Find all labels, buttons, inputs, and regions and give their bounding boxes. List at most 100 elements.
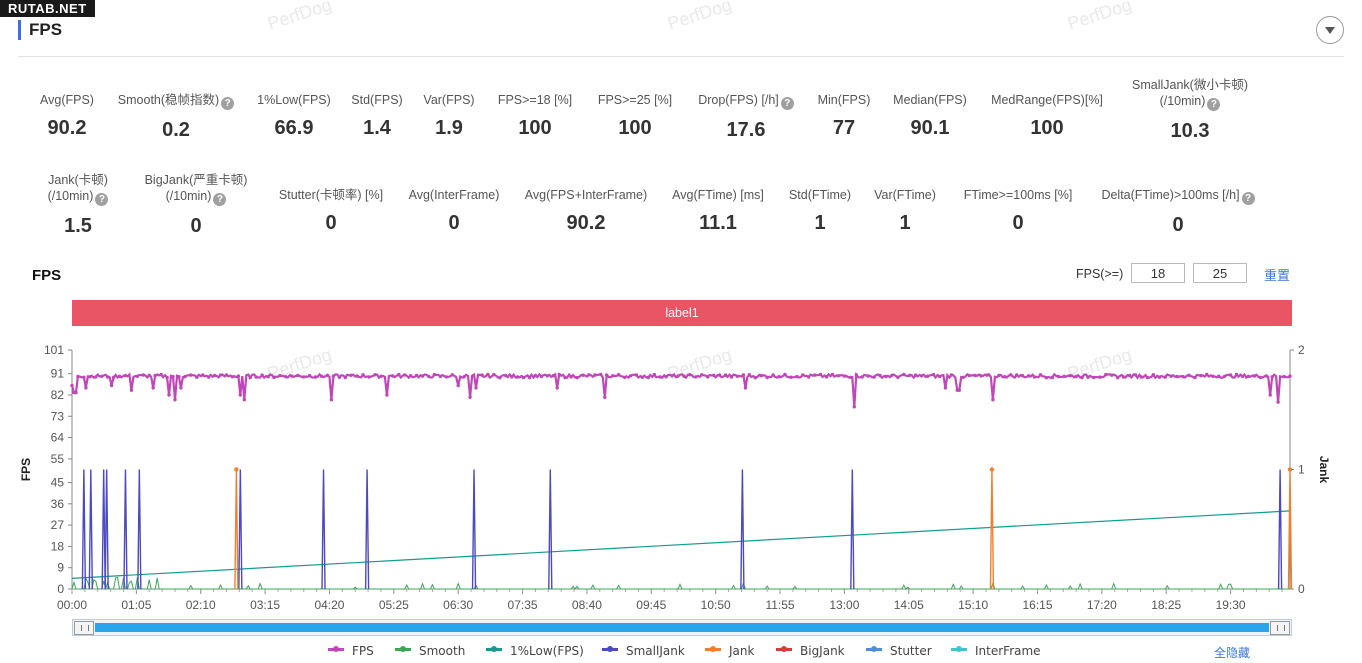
fps-point[interactable] bbox=[1032, 375, 1037, 379]
fps-point[interactable] bbox=[931, 372, 936, 377]
fps-point[interactable] bbox=[735, 374, 740, 378]
reset-button[interactable]: 重置 bbox=[1264, 269, 1291, 284]
fps-point[interactable] bbox=[167, 393, 171, 397]
fps-point[interactable] bbox=[111, 375, 116, 380]
fps-point[interactable] bbox=[1222, 374, 1227, 378]
fps-point[interactable] bbox=[1092, 375, 1096, 380]
fps-point[interactable] bbox=[842, 374, 847, 378]
fps-point[interactable] bbox=[1205, 372, 1209, 377]
fps-point[interactable] bbox=[925, 374, 930, 378]
fps-point[interactable] bbox=[173, 398, 177, 402]
fps-point[interactable] bbox=[599, 372, 603, 377]
fps-point[interactable] bbox=[456, 383, 460, 388]
fps-point[interactable] bbox=[852, 405, 856, 409]
fps-point[interactable] bbox=[319, 374, 324, 378]
fps-point[interactable] bbox=[670, 374, 674, 378]
fps-point[interactable] bbox=[177, 375, 181, 379]
fps-point[interactable] bbox=[266, 375, 270, 379]
fps-point[interactable] bbox=[141, 373, 145, 377]
fps-point[interactable] bbox=[94, 375, 98, 379]
jank-point[interactable] bbox=[234, 467, 239, 472]
fps-point[interactable] bbox=[510, 375, 514, 379]
fps-point[interactable] bbox=[349, 373, 353, 377]
fps-point[interactable] bbox=[908, 373, 912, 377]
fps-point[interactable] bbox=[88, 375, 92, 379]
fps-point[interactable] bbox=[230, 375, 235, 379]
fps-point[interactable] bbox=[1252, 374, 1257, 378]
fps-point[interactable] bbox=[872, 375, 876, 379]
fps-point[interactable] bbox=[290, 374, 294, 378]
fps-point[interactable] bbox=[308, 373, 312, 378]
fps-point[interactable] bbox=[367, 375, 371, 379]
fps-point[interactable] bbox=[1145, 375, 1150, 380]
fps-point[interactable] bbox=[1199, 373, 1203, 378]
fps-point[interactable] bbox=[1026, 374, 1031, 378]
legend-item[interactable]: Jank bbox=[705, 644, 754, 658]
fps-point[interactable] bbox=[1116, 375, 1120, 380]
fps-point[interactable] bbox=[664, 375, 668, 379]
fps-point[interactable] bbox=[159, 372, 163, 377]
fps-point[interactable] bbox=[1181, 375, 1185, 379]
fps-point[interactable] bbox=[1187, 373, 1191, 377]
fps-point[interactable] bbox=[486, 372, 490, 377]
help-icon[interactable]: ? bbox=[213, 193, 227, 206]
jank-point[interactable] bbox=[989, 467, 995, 472]
smalljank-spike[interactable] bbox=[548, 469, 553, 590]
fps-point[interactable] bbox=[527, 375, 532, 380]
fps-point[interactable] bbox=[361, 373, 365, 377]
fps-point[interactable] bbox=[1175, 374, 1179, 379]
fps-point[interactable] bbox=[1276, 400, 1280, 404]
fps-point[interactable] bbox=[557, 372, 561, 377]
fps-point[interactable] bbox=[694, 375, 698, 379]
fps-point[interactable] bbox=[640, 375, 645, 379]
fps-point[interactable] bbox=[575, 375, 579, 380]
help-icon[interactable]: ? bbox=[221, 97, 235, 110]
fps-point[interactable] bbox=[783, 372, 787, 377]
fps-point[interactable] bbox=[76, 374, 80, 379]
fps-point[interactable] bbox=[622, 375, 627, 380]
fps-point[interactable] bbox=[515, 375, 520, 379]
fps-point[interactable] bbox=[771, 373, 775, 377]
fps-point[interactable] bbox=[1246, 374, 1251, 378]
smalljank-spike[interactable] bbox=[850, 469, 855, 590]
fps-point[interactable] bbox=[605, 373, 609, 377]
fps-point[interactable] bbox=[444, 375, 448, 379]
fps-point[interactable] bbox=[492, 372, 496, 377]
smalljank-spike[interactable] bbox=[740, 469, 745, 590]
fps-point[interactable] bbox=[741, 373, 746, 377]
fps-point[interactable] bbox=[634, 373, 639, 377]
fps-point[interactable] bbox=[616, 373, 621, 377]
fps-point[interactable] bbox=[795, 374, 799, 379]
fps-point[interactable] bbox=[563, 375, 567, 380]
help-icon[interactable]: ? bbox=[780, 97, 794, 110]
smalljank-spike[interactable] bbox=[81, 469, 87, 590]
fps-point[interactable] bbox=[743, 386, 748, 390]
fps-point[interactable] bbox=[712, 373, 716, 377]
fps-point[interactable] bbox=[1193, 375, 1197, 380]
fps-point[interactable] bbox=[830, 372, 835, 377]
fps-point[interactable] bbox=[1098, 375, 1102, 379]
fps-point[interactable] bbox=[1133, 373, 1138, 377]
fps-point[interactable] bbox=[836, 374, 841, 378]
smalljank-spike[interactable] bbox=[238, 469, 243, 590]
fps-point[interactable] bbox=[914, 373, 918, 377]
fps-point[interactable] bbox=[943, 386, 948, 390]
fps-point[interactable] bbox=[1240, 374, 1245, 379]
label-bar[interactable]: label1 bbox=[72, 300, 1292, 326]
fps-point[interactable] bbox=[1050, 375, 1055, 380]
help-icon[interactable]: ? bbox=[1241, 192, 1255, 205]
fps-point[interactable] bbox=[343, 375, 347, 380]
fps-point[interactable] bbox=[462, 375, 466, 379]
hide-all-button[interactable]: 全隐藏 bbox=[1214, 646, 1251, 660]
fps-point[interactable] bbox=[723, 373, 728, 377]
fps-point[interactable] bbox=[545, 374, 549, 378]
fps-point[interactable] bbox=[450, 373, 454, 377]
fps-point[interactable] bbox=[646, 375, 650, 380]
fps-point[interactable] bbox=[652, 372, 656, 377]
fps-point[interactable] bbox=[129, 388, 134, 392]
fps-point[interactable] bbox=[201, 373, 205, 377]
fps-point[interactable] bbox=[1270, 375, 1274, 379]
fps-point[interactable] bbox=[860, 375, 864, 379]
fps-threshold-high-input[interactable] bbox=[1193, 263, 1247, 283]
smalljank-spike[interactable] bbox=[321, 469, 326, 590]
